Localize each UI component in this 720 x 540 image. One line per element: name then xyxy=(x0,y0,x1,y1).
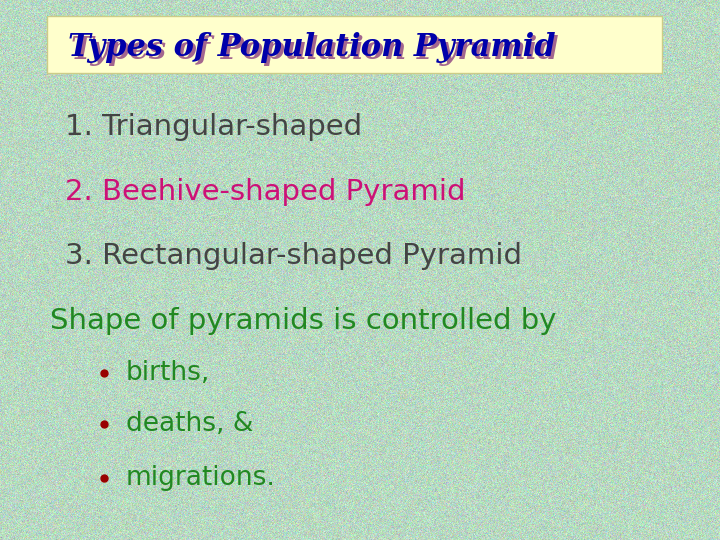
Text: deaths, &: deaths, & xyxy=(126,411,253,437)
Text: migrations.: migrations. xyxy=(126,465,276,491)
Text: 3. Rectangular-shaped Pyramid: 3. Rectangular-shaped Pyramid xyxy=(65,242,522,271)
Text: 1. Triangular-shaped: 1. Triangular-shaped xyxy=(65,113,362,141)
Text: Types of Population Pyramid: Types of Population Pyramid xyxy=(71,35,558,65)
Text: 2. Beehive-shaped Pyramid: 2. Beehive-shaped Pyramid xyxy=(65,178,465,206)
Text: Types of Population Pyramid: Types of Population Pyramid xyxy=(68,32,556,63)
Text: Shape of pyramids is controlled by: Shape of pyramids is controlled by xyxy=(50,307,557,335)
FancyBboxPatch shape xyxy=(47,16,662,73)
Text: births,: births, xyxy=(126,360,210,386)
